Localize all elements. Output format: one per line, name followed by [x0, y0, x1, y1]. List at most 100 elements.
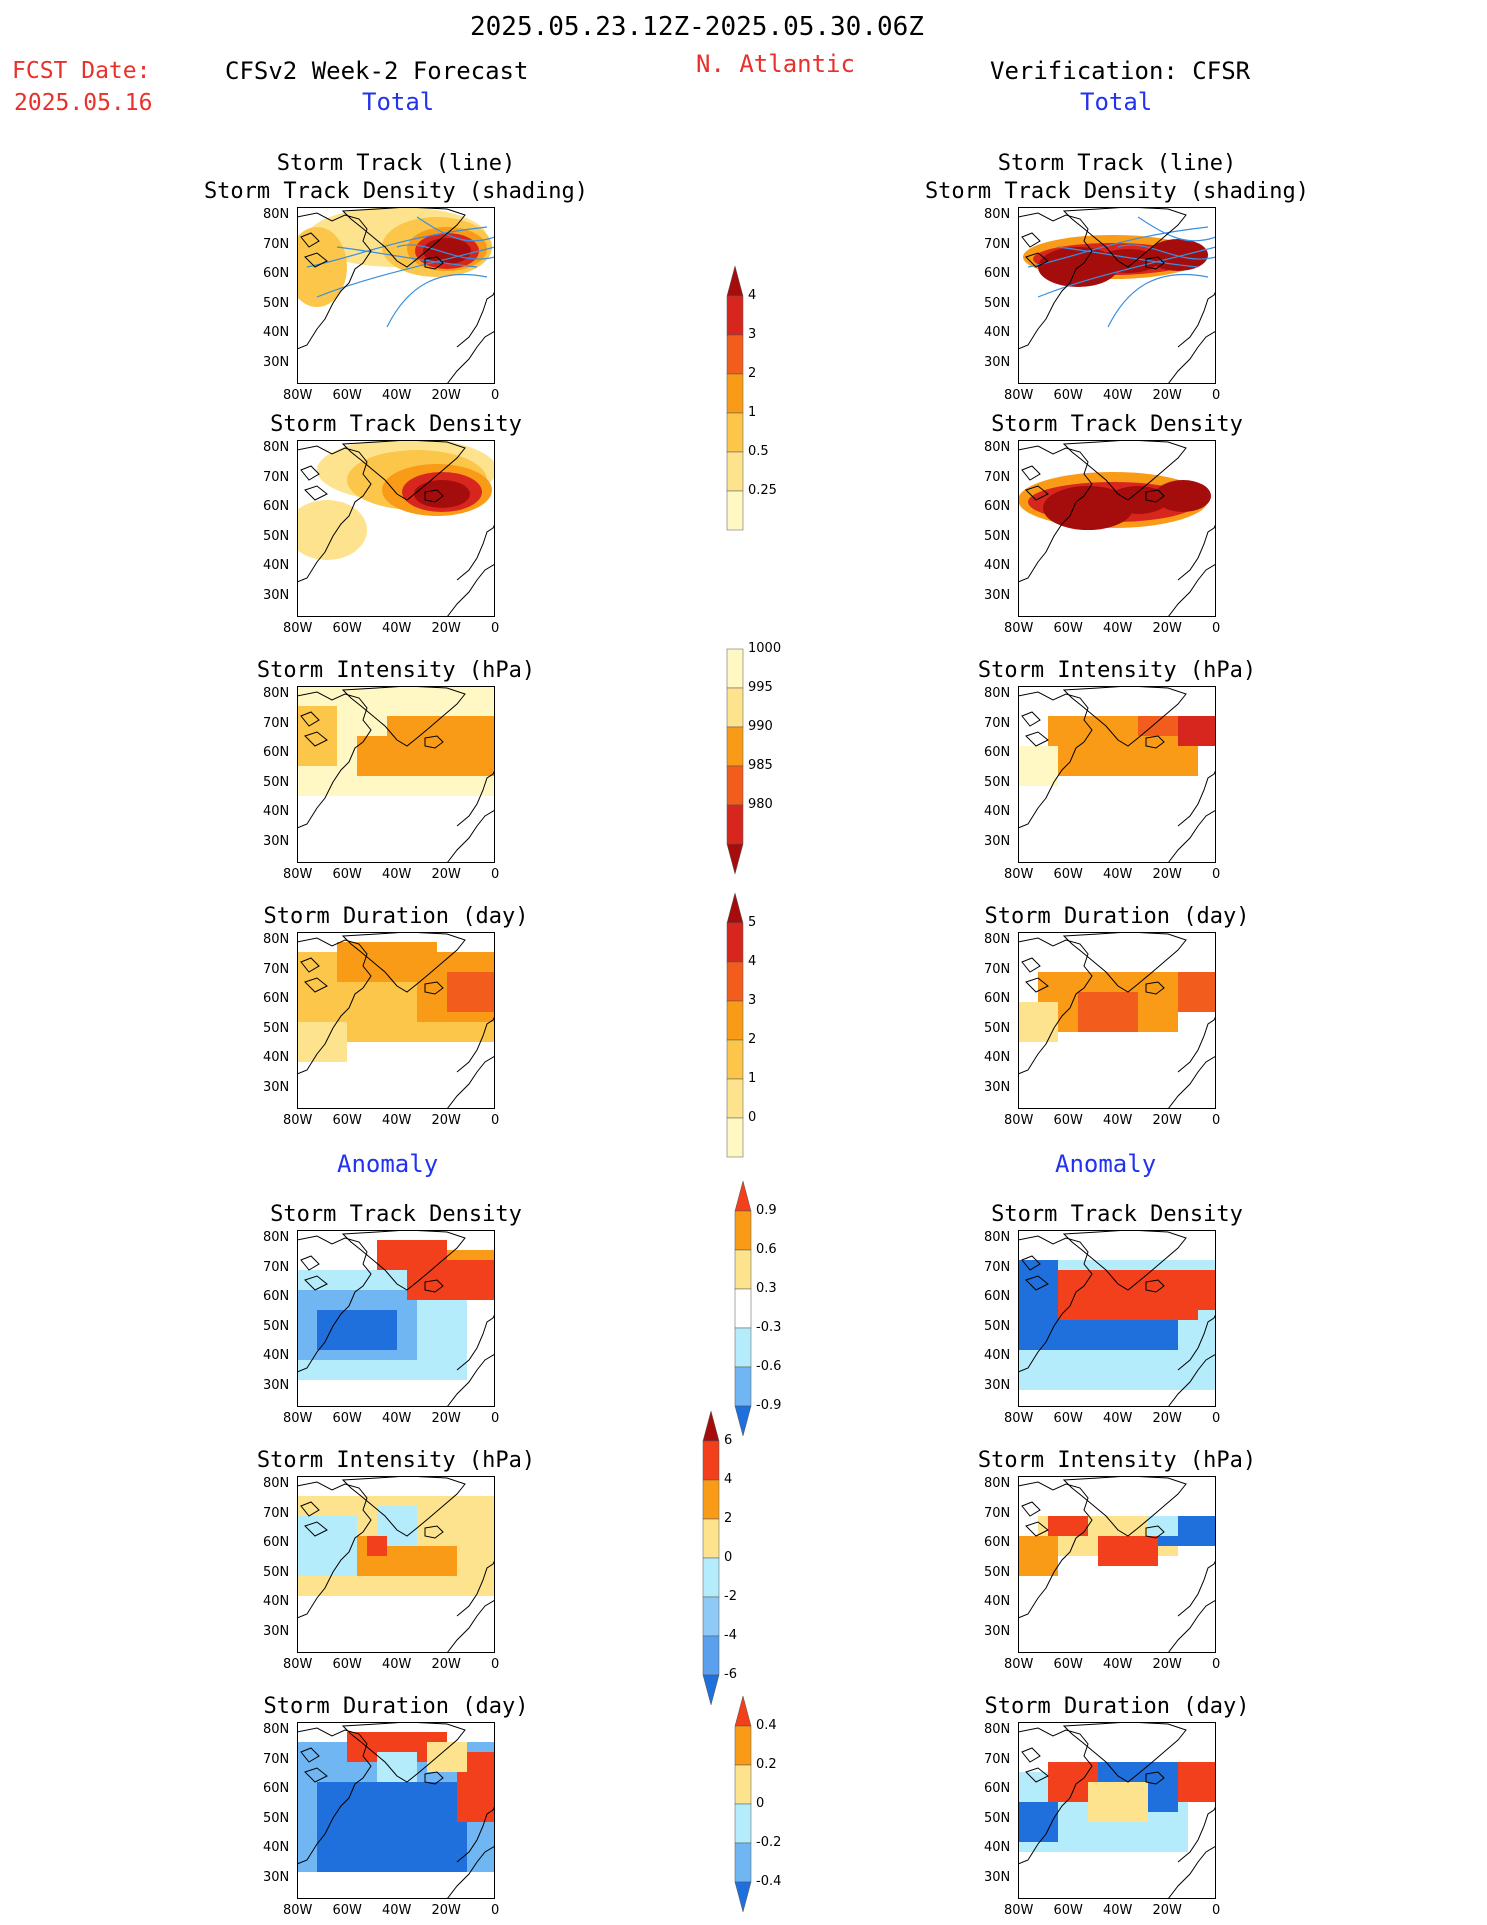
- coastline: [304, 731, 328, 747]
- colorbar-label: 4: [748, 288, 757, 303]
- colorbar-label: 3: [748, 993, 757, 1008]
- coastline: [300, 232, 320, 248]
- lat-tick-label: 40N: [984, 1050, 1011, 1065]
- colorbar-segment: [734, 1842, 752, 1883]
- lat-tick-label: 70N: [263, 1259, 290, 1275]
- shading-cell: [417, 1496, 495, 1546]
- coastline: [456, 1015, 495, 1073]
- lon-tick-label: 0: [491, 388, 500, 403]
- map-plot: [297, 1722, 495, 1899]
- lat-tick-label: 30N: [984, 354, 1011, 370]
- panel-title: Storm Intensity (hPa): [977, 658, 1257, 683]
- panel-title: Storm Intensity (hPa): [256, 1448, 536, 1473]
- shading-cell: [1078, 992, 1138, 1032]
- lat-tick-label: 50N: [984, 295, 1011, 311]
- coastline: [1177, 1015, 1216, 1073]
- plot-frame: [1018, 932, 1216, 1109]
- colorbar-segment: [726, 804, 744, 845]
- colorbar-anom_intensity: [702, 1410, 720, 1706]
- colorbar-anom_duration: [734, 1695, 752, 1913]
- map-plot: [1018, 440, 1216, 617]
- anomaly-label-left: Anomaly: [337, 1150, 439, 1178]
- colorbar-segment: [726, 687, 744, 728]
- storm-track-line: [1107, 273, 1209, 328]
- map-plot: [1018, 207, 1216, 384]
- colorbar-segment: [702, 1557, 720, 1598]
- coastline: [1177, 1559, 1216, 1617]
- coastline: [304, 485, 328, 501]
- coastline: [424, 489, 444, 503]
- lon-tick-label: 60W: [1053, 867, 1083, 882]
- lon-tick-label: 80W: [283, 1657, 313, 1672]
- colorbar-segment: [726, 1078, 744, 1119]
- colorbar-label: -0.9: [756, 1398, 782, 1413]
- lat-tick-label: 80N: [984, 1722, 1011, 1737]
- coastline: [1025, 731, 1049, 747]
- lon-tick-label: 60W: [1053, 1903, 1083, 1918]
- colorbar-label: 0.25: [748, 483, 777, 498]
- coastline: [1025, 977, 1049, 993]
- lon-tick-label: 80W: [1004, 621, 1034, 636]
- coastline: [304, 977, 328, 993]
- colorbar-duration: [726, 892, 744, 1158]
- colorbar-segment: [726, 765, 744, 806]
- coastline: [304, 1767, 328, 1783]
- lat-tick-label: 60N: [984, 991, 1011, 1006]
- lon-tick-label: 20W: [431, 621, 461, 636]
- colorbar-segment: [734, 1695, 752, 1727]
- lon-tick-label: 20W: [1152, 621, 1182, 636]
- coastline: [1145, 256, 1165, 270]
- lat-tick-label: 70N: [984, 1505, 1011, 1521]
- lat-tick-label: 30N: [984, 1623, 1011, 1639]
- colorbar-segment: [734, 1725, 752, 1766]
- coastline: [1177, 1313, 1216, 1371]
- lon-tick-label: 20W: [431, 1113, 461, 1128]
- coastline: [1025, 485, 1049, 501]
- lat-tick-label: 60N: [263, 266, 290, 281]
- lat-tick-label: 40N: [984, 558, 1011, 573]
- coastline: [1018, 212, 1093, 350]
- colorbar-label: 0.6: [756, 1242, 777, 1257]
- region-label: N. Atlantic: [696, 50, 855, 78]
- coastline: [304, 1275, 328, 1291]
- total-label-right: Total: [1080, 88, 1153, 116]
- lat-tick-label: 40N: [984, 1840, 1011, 1855]
- lat-tick-label: 60N: [263, 991, 290, 1006]
- colorbar-label: -2: [724, 1589, 737, 1604]
- lat-tick-label: 70N: [263, 469, 290, 485]
- verification-title: Verification: CFSR: [990, 57, 1251, 85]
- colorbar-segment: [734, 1249, 752, 1290]
- anomaly-label-right: Anomaly: [1055, 1150, 1157, 1178]
- colorbar-segment: [726, 1039, 744, 1080]
- colorbar-segment: [734, 1803, 752, 1844]
- lon-tick-label: 40W: [382, 1657, 412, 1672]
- map-plot: [1018, 686, 1216, 863]
- plot-frame: [1018, 207, 1216, 384]
- lat-tick-label: 30N: [984, 587, 1011, 603]
- colorbar-label: 2: [748, 1032, 757, 1047]
- lat-tick-label: 80N: [984, 1230, 1011, 1245]
- map-plot: [297, 207, 495, 384]
- colorbar-label: 1: [748, 1071, 757, 1086]
- coastline: [424, 1279, 444, 1293]
- shading-region: [1108, 486, 1168, 514]
- colorbar-label: 0.2: [756, 1757, 777, 1772]
- colorbar-label: 1: [748, 405, 757, 420]
- lat-tick-label: 60N: [984, 1781, 1011, 1796]
- lat-tick-label: 30N: [984, 1377, 1011, 1393]
- colorbar-label: 0: [724, 1550, 733, 1565]
- lon-tick-label: 60W: [1053, 621, 1083, 636]
- map-plot: [297, 1230, 495, 1407]
- lat-tick-label: 70N: [984, 1751, 1011, 1767]
- lon-tick-label: 80W: [1004, 1903, 1034, 1918]
- shading-cell: [1018, 1002, 1058, 1042]
- lon-tick-label: 0: [491, 1411, 500, 1426]
- colorbar-label: 0: [756, 1796, 765, 1811]
- shading-cell: [427, 1742, 467, 1772]
- map-plot: [297, 440, 495, 617]
- coastline: [1025, 252, 1049, 268]
- lat-tick-label: 50N: [984, 774, 1011, 790]
- storm-track-line: [1037, 246, 1216, 298]
- shading-cell: [1018, 746, 1058, 786]
- total-label-left: Total: [362, 88, 435, 116]
